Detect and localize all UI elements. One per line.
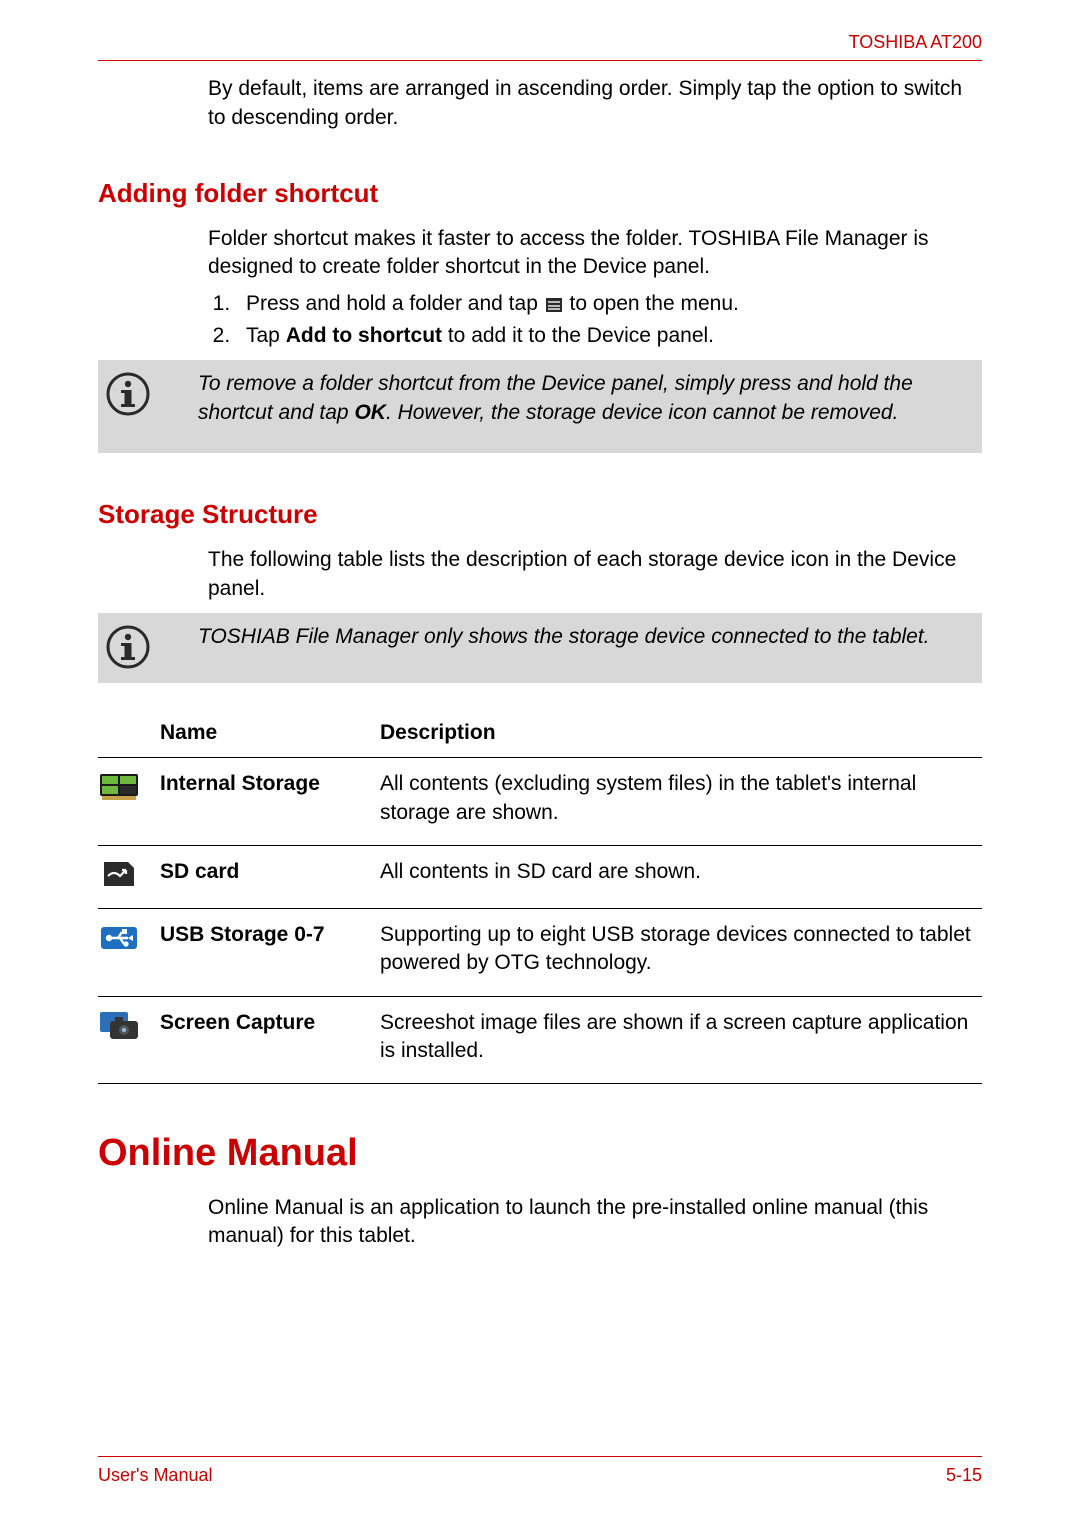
footer-page-number: 5-15 [946, 1463, 982, 1487]
footer-left: User's Manual [98, 1463, 212, 1487]
note-remove-bold: OK [354, 401, 386, 424]
page-footer: User's Manual 5-15 [98, 1456, 982, 1487]
row-name: USB Storage 0-7 [160, 921, 380, 949]
step1-text-a: Press and hold a folder and tap [246, 292, 544, 315]
table-row: Screen Capture Screeshot image files are… [98, 997, 982, 1084]
menu-icon [546, 298, 562, 312]
shortcut-step-2: Tap Add to shortcut to add it to the Dev… [236, 322, 982, 350]
row-desc: All contents (excluding system files) in… [380, 770, 982, 827]
row-name: Internal Storage [160, 770, 380, 798]
header-product: TOSHIBA AT200 [98, 30, 982, 54]
row-name: SD card [160, 858, 380, 886]
row-desc: Supporting up to eight USB storage devic… [380, 921, 982, 978]
note-remove-b: . However, the storage device icon canno… [386, 401, 898, 424]
note-storage: TOSHIAB File Manager only shows the stor… [98, 613, 982, 683]
screen-capture-icon [98, 1009, 140, 1041]
usb-storage-icon [98, 921, 140, 953]
table-col-name: Name [160, 719, 380, 747]
step2-bold: Add to shortcut [286, 324, 442, 347]
heading-storage-structure: Storage Structure [98, 497, 982, 532]
table-rule [98, 1083, 982, 1084]
info-icon [106, 625, 150, 669]
row-desc: Screeshot image files are shown if a scr… [380, 1009, 982, 1066]
footer-rule [98, 1456, 982, 1457]
step2-text-b: to add it to the Device panel. [442, 324, 714, 347]
shortcut-step-1: Press and hold a folder and tap to open … [236, 290, 982, 318]
online-manual-para: Online Manual is an application to launc… [208, 1194, 982, 1251]
header-rule [98, 60, 982, 61]
storage-intro: The following table lists the descriptio… [208, 546, 982, 603]
table-row: USB Storage 0-7 Supporting up to eight U… [98, 909, 982, 996]
intro-paragraph: By default, items are arranged in ascend… [208, 75, 982, 132]
step1-text-b: to open the menu. [564, 292, 739, 315]
heading-adding-folder-shortcut: Adding folder shortcut [98, 176, 982, 211]
storage-table: Name Description Internal Storage All co… [98, 707, 982, 1084]
table-row: Internal Storage All contents (excluding… [98, 758, 982, 845]
sd-card-icon [98, 858, 140, 890]
heading-online-manual: Online Manual [98, 1128, 982, 1179]
info-icon [106, 372, 150, 416]
row-name: Screen Capture [160, 1009, 380, 1037]
table-row: SD card All contents in SD card are show… [98, 846, 982, 908]
step2-text-a: Tap [246, 324, 286, 347]
internal-storage-icon [98, 770, 140, 802]
note-storage-text: TOSHIAB File Manager only shows the stor… [158, 623, 970, 651]
row-desc: All contents in SD card are shown. [380, 858, 982, 886]
shortcut-intro: Folder shortcut makes it faster to acces… [208, 225, 982, 282]
note-remove-shortcut: To remove a folder shortcut from the Dev… [98, 360, 982, 453]
table-col-desc: Description [380, 719, 982, 747]
